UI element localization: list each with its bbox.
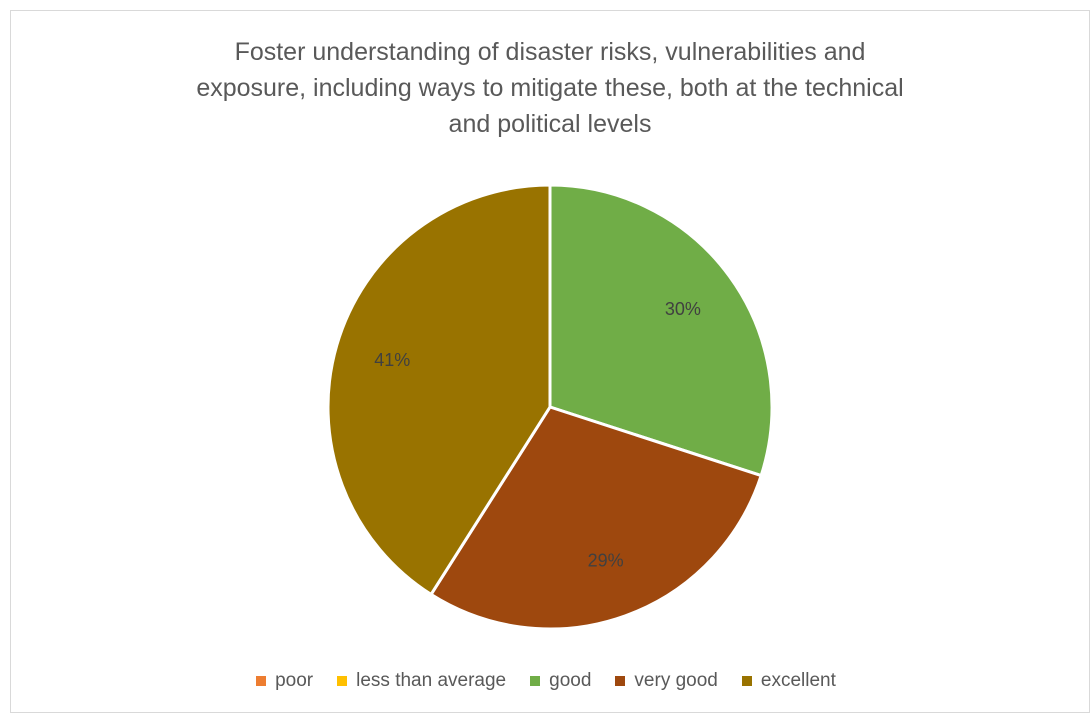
legend-label: poor bbox=[275, 670, 314, 691]
legend-item-excellent: excellent bbox=[741, 670, 836, 692]
chart-title: Foster understanding of disaster risks, … bbox=[40, 34, 1060, 142]
pie-slice-excellent bbox=[326, 183, 552, 596]
legend-item-very-good: very good bbox=[615, 670, 718, 692]
legend-item-good: good bbox=[530, 670, 591, 692]
legend-swatch bbox=[741, 676, 752, 686]
data-label-good: 30% bbox=[665, 299, 701, 319]
legend-label: good bbox=[549, 670, 592, 691]
legend-label: excellent bbox=[760, 670, 836, 691]
chart-title-line-3: and political levels bbox=[448, 110, 652, 138]
legend-label: very good bbox=[634, 670, 718, 691]
pie-slice-good bbox=[548, 183, 774, 478]
legend-swatch bbox=[337, 676, 348, 686]
chart-legend: poor less than average good very good excell… bbox=[0, 670, 1092, 692]
legend-item-less-than-average: less than average bbox=[337, 670, 506, 692]
legend-swatch bbox=[256, 676, 267, 686]
chart-title-line-1: Foster understanding of disaster risks, … bbox=[234, 38, 866, 66]
data-label-very-good: 29% bbox=[588, 550, 624, 570]
data-label-excellent: 41% bbox=[374, 350, 410, 370]
pie-slice-very-good bbox=[429, 405, 763, 631]
legend-swatch bbox=[615, 676, 626, 686]
chart-title-line-2: exposure, including ways to mitigate the… bbox=[196, 74, 904, 102]
legend-swatch bbox=[530, 676, 541, 686]
legend-item-poor: poor bbox=[256, 670, 313, 692]
legend-label: less than average bbox=[356, 670, 507, 691]
